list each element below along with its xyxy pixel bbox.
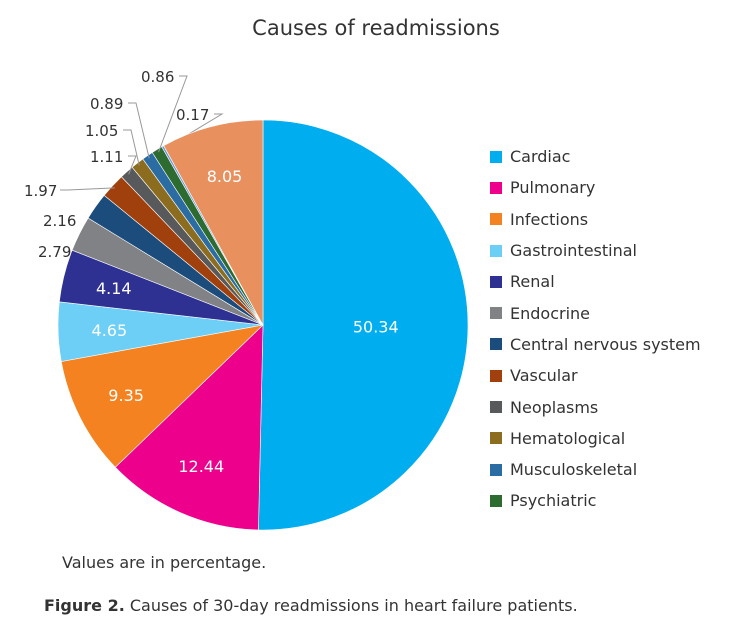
legend-label: Hematological	[510, 428, 626, 448]
legend-label: Psychiatric	[510, 491, 597, 511]
legend-label: Pulmonary	[510, 178, 596, 198]
legend-item: Vascular	[490, 360, 701, 391]
legend-swatch	[490, 463, 502, 476]
slice-label: 0.17	[176, 106, 209, 124]
legend-swatch	[490, 213, 502, 226]
slice-label: 1.05	[85, 122, 118, 140]
legend-label: Musculoskeletal	[510, 460, 638, 480]
legend-label: Renal	[510, 272, 555, 292]
legend-swatch	[490, 494, 502, 507]
legend-swatch	[490, 244, 502, 257]
legend-swatch	[490, 307, 502, 320]
slice-label: 50.34	[353, 317, 399, 336]
slice-label: 8.05	[207, 167, 243, 186]
legend-item: Hematological	[490, 423, 701, 454]
legend-swatch	[490, 275, 502, 288]
pie-slice	[60, 324, 264, 468]
legend-swatch	[490, 432, 502, 445]
legend-swatch	[490, 150, 502, 163]
legend-label: Neoplasms	[510, 397, 599, 417]
chart-title: Causes of readmissions	[252, 16, 500, 40]
slice-label: 0.86	[141, 68, 174, 86]
legend-swatch	[490, 338, 502, 351]
caption-label: Figure 2.	[44, 596, 125, 615]
slice-label: 1.11	[90, 148, 123, 166]
legend-item: Pulmonary	[490, 172, 701, 203]
legend-item: Infections	[490, 204, 701, 235]
slice-label: 2.79	[38, 243, 71, 261]
pie-slice	[258, 119, 469, 531]
legend-label: Endocrine	[510, 303, 590, 323]
caption-text: Causes of 30-day readmissions in heart f…	[124, 596, 578, 615]
legend-item: Musculoskeletal	[490, 454, 701, 485]
legend-item: Neoplasms	[490, 391, 701, 422]
legend-item: Endocrine	[490, 297, 701, 328]
legend-label: Vascular	[510, 366, 578, 386]
chart-note: Values are in percentage.	[62, 553, 267, 572]
slice-label: 1.97	[24, 182, 57, 200]
leader-line	[158, 75, 188, 153]
legend-label: Central nervous system	[510, 334, 701, 354]
legend-item: Renal	[490, 266, 701, 297]
legend-label: Gastrointestinal	[510, 241, 637, 261]
pie-slice	[163, 119, 264, 327]
legend-item: Central nervous system	[490, 329, 701, 360]
legend-item: Gastrointestinal	[490, 235, 701, 266]
slice-label: 12.44	[178, 457, 224, 476]
legend-label: Infections	[510, 209, 589, 229]
legend: Cardiac Pulmonary Infections Gastrointestin…	[490, 141, 701, 517]
slice-label: 4.14	[96, 279, 132, 298]
legend-swatch	[490, 401, 502, 414]
legend-label: Cardiac	[510, 147, 571, 167]
legend-item: Psychiatric	[490, 485, 701, 516]
leader-line	[123, 129, 140, 166]
leader-line	[128, 102, 150, 159]
leader-line	[128, 155, 137, 175]
legend-swatch	[490, 181, 502, 194]
leader-line	[60, 187, 115, 191]
legend-item: Cardiac	[490, 141, 701, 172]
slice-label: 2.16	[43, 212, 76, 230]
figure-caption: Figure 2. Causes of 30-day readmissions …	[44, 596, 578, 615]
slice-label: 4.65	[92, 321, 128, 340]
legend-swatch	[490, 369, 502, 382]
pie-slice	[114, 324, 264, 531]
slice-label: 9.35	[108, 386, 144, 405]
slice-label: 0.89	[90, 95, 123, 113]
